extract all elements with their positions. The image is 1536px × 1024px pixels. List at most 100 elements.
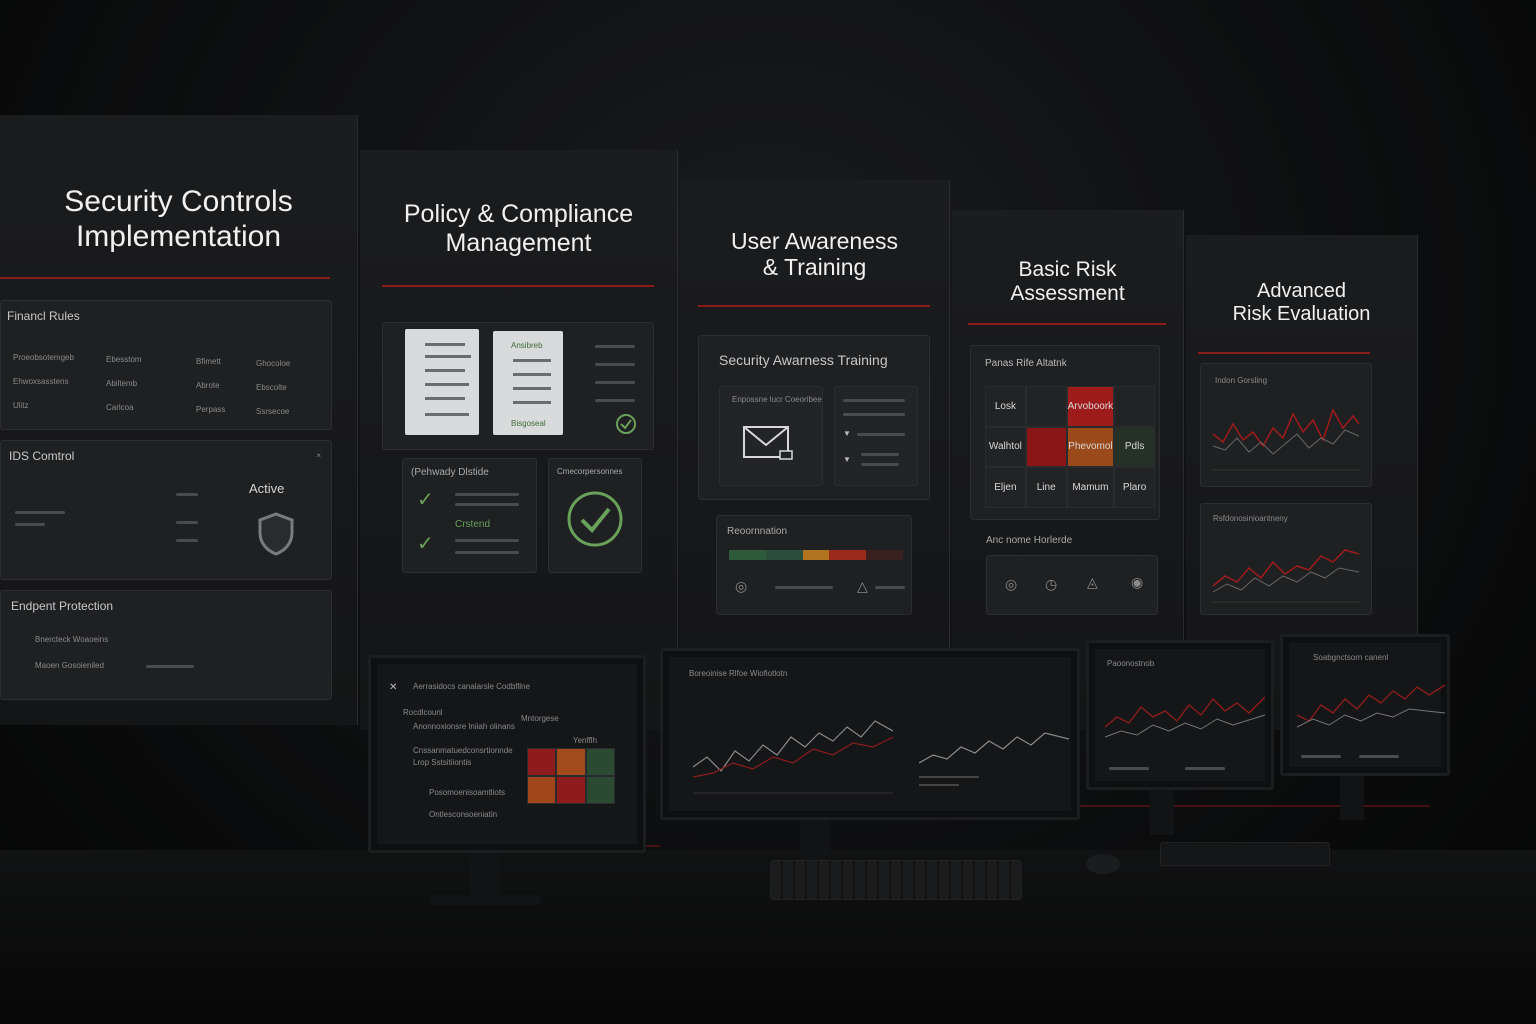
placeholder-bar — [1301, 755, 1341, 758]
list-item: Posomoenisoamtliots — [429, 788, 506, 797]
recommendation-card: Reoornnation ◎ △ — [716, 515, 912, 615]
title-line-2: Implementation — [75, 219, 282, 253]
label-mid: Mntorgese — [521, 714, 559, 723]
trend-chart — [1297, 684, 1445, 728]
window-title: Paoonostnob — [1107, 659, 1155, 668]
heat-cell: Eljen — [985, 467, 1026, 508]
card-title: Rsfdonosinioantneny — [1213, 514, 1288, 523]
envelope-icon — [743, 426, 793, 460]
monitor-1: ✕ Aerrasidocs canalarsle Codbfllne Rocdl… — [368, 655, 646, 853]
placeholder-bar — [595, 363, 635, 366]
placeholder-bar — [146, 665, 194, 668]
actions-card: ◎ ◷ ◬ ◉ — [986, 555, 1158, 615]
monitor-base — [430, 895, 540, 905]
title-line-1: User Awareness — [730, 228, 899, 254]
endpoint-row: Maoen Gosoieniled — [35, 661, 104, 670]
list-item: Cnssanmatuedconsrtionnde — [413, 746, 513, 755]
window-title: Boreoinise Rlfoe Wiofiotlotn — [689, 669, 788, 678]
shield-icon: ◎ — [735, 578, 748, 594]
clock-icon[interactable]: ◷ — [1045, 576, 1058, 592]
checklist-item: Crstend — [455, 519, 491, 530]
checkmark-icon: ✓ — [417, 533, 434, 555]
training-modules-tile[interactable]: ▼ ▼ — [834, 386, 918, 486]
mini-heatmap — [527, 748, 615, 804]
risk-chart-card-2: Rsfdonosinioantneny — [1200, 503, 1372, 615]
row-1-col-1: Proeobsotemgeb — [13, 353, 74, 362]
keyboard[interactable] — [1160, 842, 1330, 866]
panel-title: Policy & Compliance Management — [360, 200, 677, 258]
placeholder-bar — [843, 413, 905, 416]
row-2-col-2: Abiltemb — [106, 379, 138, 388]
ids-control-card: IDS Comtrol × Active — [0, 440, 332, 580]
window-title: Soabgnctsorn canenl — [1313, 653, 1389, 662]
placeholder-bar — [775, 586, 833, 589]
checklist-card: (Pehwady Dlstide ✓ Crstend ✓ — [402, 458, 537, 573]
title-line-1: Security Controls — [64, 185, 293, 218]
title-rule — [968, 323, 1166, 325]
heat-cell — [1025, 426, 1067, 468]
panel-title: Advanced Risk Evaluation — [1186, 280, 1417, 326]
actions-title: Anc nome Horlerde — [986, 535, 1073, 546]
list-item: Anonnoxionsre lniiah olinans — [413, 722, 515, 731]
card-title: Panas Rife Altatnk — [985, 358, 1067, 369]
monitor-screen: Paoonostnob — [1095, 649, 1265, 781]
desk-glow — [1060, 805, 1430, 807]
placeholder-bar — [176, 493, 198, 496]
heat-cell — [1114, 386, 1155, 427]
placeholder-bar — [861, 453, 899, 456]
keyboard[interactable] — [770, 860, 1022, 900]
close-icon[interactable]: × — [316, 451, 321, 460]
row-3-col-1: Ulitz — [13, 401, 29, 410]
card-title: Security Awarness Training — [719, 352, 888, 368]
title-line-1: Basic Risk — [1018, 258, 1117, 281]
panel-title: Security Controls Implementation — [0, 185, 357, 254]
title-rule — [0, 277, 330, 279]
placeholder-bar — [595, 399, 635, 402]
monitor-screen: ✕ Aerrasidocs canalarsle Codbfllne Rocdl… — [377, 664, 637, 844]
check-circle-icon — [616, 414, 636, 434]
placeholder-bar — [595, 345, 635, 348]
heat-cell — [1025, 386, 1067, 427]
heat-cell: Walhtol — [985, 426, 1026, 468]
placeholder-bar — [455, 551, 519, 554]
placeholder-bar — [176, 521, 198, 524]
tile-label: Enpossne lucr Coeoribee — [732, 395, 822, 404]
endpoint-protection-card: Endpent Protection Bnercteck Woaoeins Ma… — [0, 590, 332, 700]
mouse[interactable] — [1086, 854, 1120, 874]
heat-cell: Pdls — [1114, 426, 1155, 468]
shield-icon[interactable]: ◎ — [1005, 576, 1018, 592]
trend-chart — [1105, 696, 1265, 738]
panel-user-awareness: User Awareness & Training Security Awarn… — [680, 180, 950, 730]
risk-trend-chart — [1211, 408, 1361, 471]
row-2-col-1: Ehwoxsasstens — [13, 377, 69, 386]
row-1-col-2: Ebesstom — [106, 355, 142, 364]
close-icon[interactable]: ✕ — [389, 682, 398, 693]
placeholder-bar — [455, 503, 519, 506]
triangle-down-icon: ▼ — [843, 429, 851, 438]
placeholder-bar — [1359, 755, 1399, 758]
shield-icon — [258, 512, 294, 556]
email-training-tile[interactable]: Enpossne lucr Coeoribee — [719, 386, 823, 486]
endpoint-row: Bnercteck Woaoeins — [35, 635, 109, 644]
title-line-2: Assessment — [1010, 282, 1125, 306]
heat-cell: Phevomol — [1066, 426, 1115, 468]
row-1-col-3: Bfimett — [196, 357, 221, 366]
panel-security-controls: Security Controls Implementation Financl… — [0, 115, 358, 725]
monitor-2: Boreoinise Rlfoe Wiofiotlotn — [660, 648, 1080, 820]
card-title: Indon Gorsling — [1215, 376, 1268, 385]
firewall-rules-card: Financl Rules Proeobsotemgeb Ebesstom Bf… — [0, 300, 332, 430]
title-rule — [698, 305, 930, 307]
title-rule — [1198, 352, 1370, 354]
desk-surface — [0, 850, 1536, 1024]
trend-chart — [693, 720, 893, 794]
monitor-stand — [800, 815, 830, 860]
row-3-col-2: Carlcoa — [106, 403, 134, 412]
monitor-4: Soabgnctsorn canenl — [1280, 634, 1450, 776]
card-title: Endpent Protection — [11, 599, 114, 613]
risk-progress-bar — [729, 550, 903, 560]
placeholder-bar — [15, 511, 65, 514]
lock-icon[interactable]: ◉ — [1131, 574, 1144, 590]
heat-cell: Arvoboork — [1066, 386, 1115, 427]
monitor-3: Paoonostnob — [1086, 640, 1274, 790]
flame-icon[interactable]: ◬ — [1087, 574, 1098, 590]
